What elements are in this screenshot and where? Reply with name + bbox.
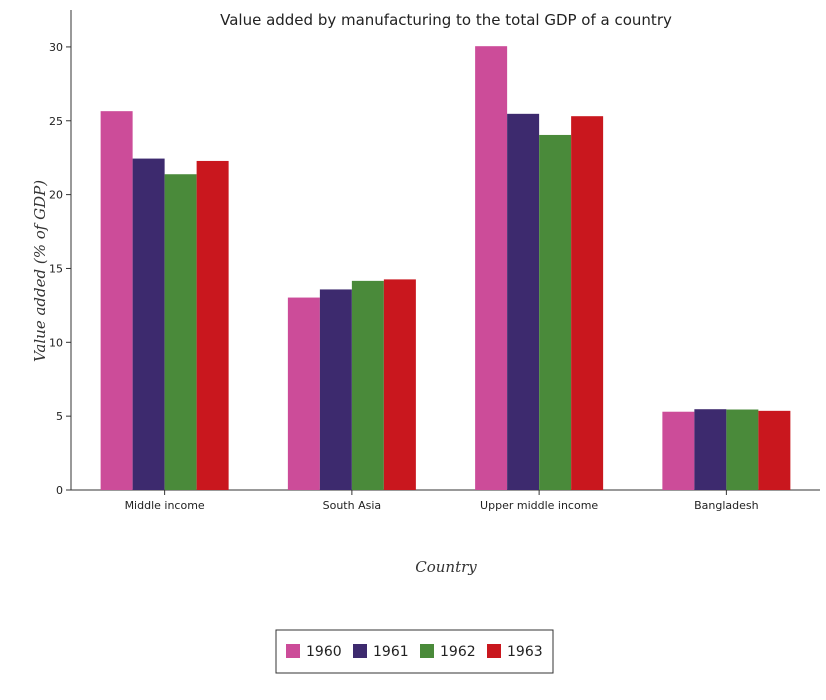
bar-1963-bangladesh [758, 411, 790, 490]
bar-1962-upper-middle-income [539, 135, 571, 490]
x-tick-label: Bangladesh [694, 499, 759, 512]
bar-1960-middle-income [101, 111, 133, 490]
bar-1963-south-asia [384, 279, 416, 490]
bar-1961-bangladesh [694, 409, 726, 490]
bar-1963-middle-income [197, 161, 229, 490]
x-tick-label: Upper middle income [480, 499, 598, 512]
x-tick-label: Middle income [125, 499, 205, 512]
legend-swatch-1961 [353, 644, 367, 658]
chart-title: Value added by manufacturing to the tota… [220, 11, 672, 29]
bar-1960-upper-middle-income [475, 46, 507, 490]
plot-area: 0 5 10 15 20 25 30 Middle income South Asia Upper… [49, 10, 820, 512]
bar-1961-upper-middle-income [507, 114, 539, 490]
bar-1962-south-asia [352, 281, 384, 490]
bar-1961-south-asia [320, 289, 352, 490]
legend-label-1962: 1962 [440, 644, 476, 660]
y-axis-label: Value added (% of GDP) [31, 180, 49, 362]
legend-label-1963: 1963 [507, 644, 543, 660]
y-tick-label: 5 [56, 410, 63, 423]
y-tick-label: 0 [56, 484, 63, 497]
bar-1962-bangladesh [726, 410, 758, 490]
y-tick-label: 20 [49, 189, 63, 202]
legend-swatch-1963 [487, 644, 501, 658]
y-tick-label: 25 [49, 115, 63, 128]
legend-label-1961: 1961 [373, 644, 409, 660]
x-axis-label: Country [415, 558, 477, 576]
bar-1960-bangladesh [662, 412, 694, 490]
legend-label-1960: 1960 [306, 644, 342, 660]
x-tick-label: South Asia [323, 499, 382, 512]
y-tick-label: 15 [49, 262, 63, 275]
legend: 1960 1961 1962 1963 [276, 630, 553, 673]
legend-swatch-1962 [420, 644, 434, 658]
y-tick-label: 10 [49, 336, 63, 349]
bar-1961-middle-income [133, 159, 165, 490]
legend-swatch-1960 [286, 644, 300, 658]
y-tick-label: 30 [49, 41, 63, 54]
bar-1960-south-asia [288, 298, 320, 490]
bar-1963-upper-middle-income [571, 116, 603, 490]
bar-1962-middle-income [165, 174, 197, 490]
